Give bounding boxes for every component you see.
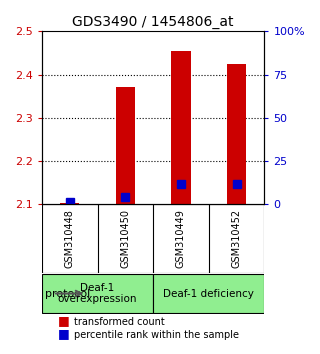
Text: GSM310452: GSM310452	[232, 209, 242, 268]
Bar	[171, 51, 191, 204]
Bar	[60, 202, 79, 204]
Text: GSM310448: GSM310448	[65, 209, 75, 268]
FancyBboxPatch shape	[42, 274, 153, 313]
Text: transformed count: transformed count	[74, 318, 164, 327]
Bar	[116, 87, 135, 204]
Title: GDS3490 / 1454806_at: GDS3490 / 1454806_at	[72, 15, 234, 29]
Text: Deaf-1
overexpression: Deaf-1 overexpression	[58, 283, 137, 304]
Text: ■: ■	[58, 314, 69, 327]
Text: percentile rank within the sample: percentile rank within the sample	[74, 330, 239, 340]
FancyBboxPatch shape	[153, 274, 264, 313]
Text: GSM310449: GSM310449	[176, 209, 186, 268]
Text: ■: ■	[58, 327, 69, 340]
Text: Deaf-1 deficiency: Deaf-1 deficiency	[163, 289, 254, 298]
Text: GSM310450: GSM310450	[120, 209, 130, 268]
Text: protocol: protocol	[45, 289, 90, 298]
Bar	[227, 64, 246, 204]
